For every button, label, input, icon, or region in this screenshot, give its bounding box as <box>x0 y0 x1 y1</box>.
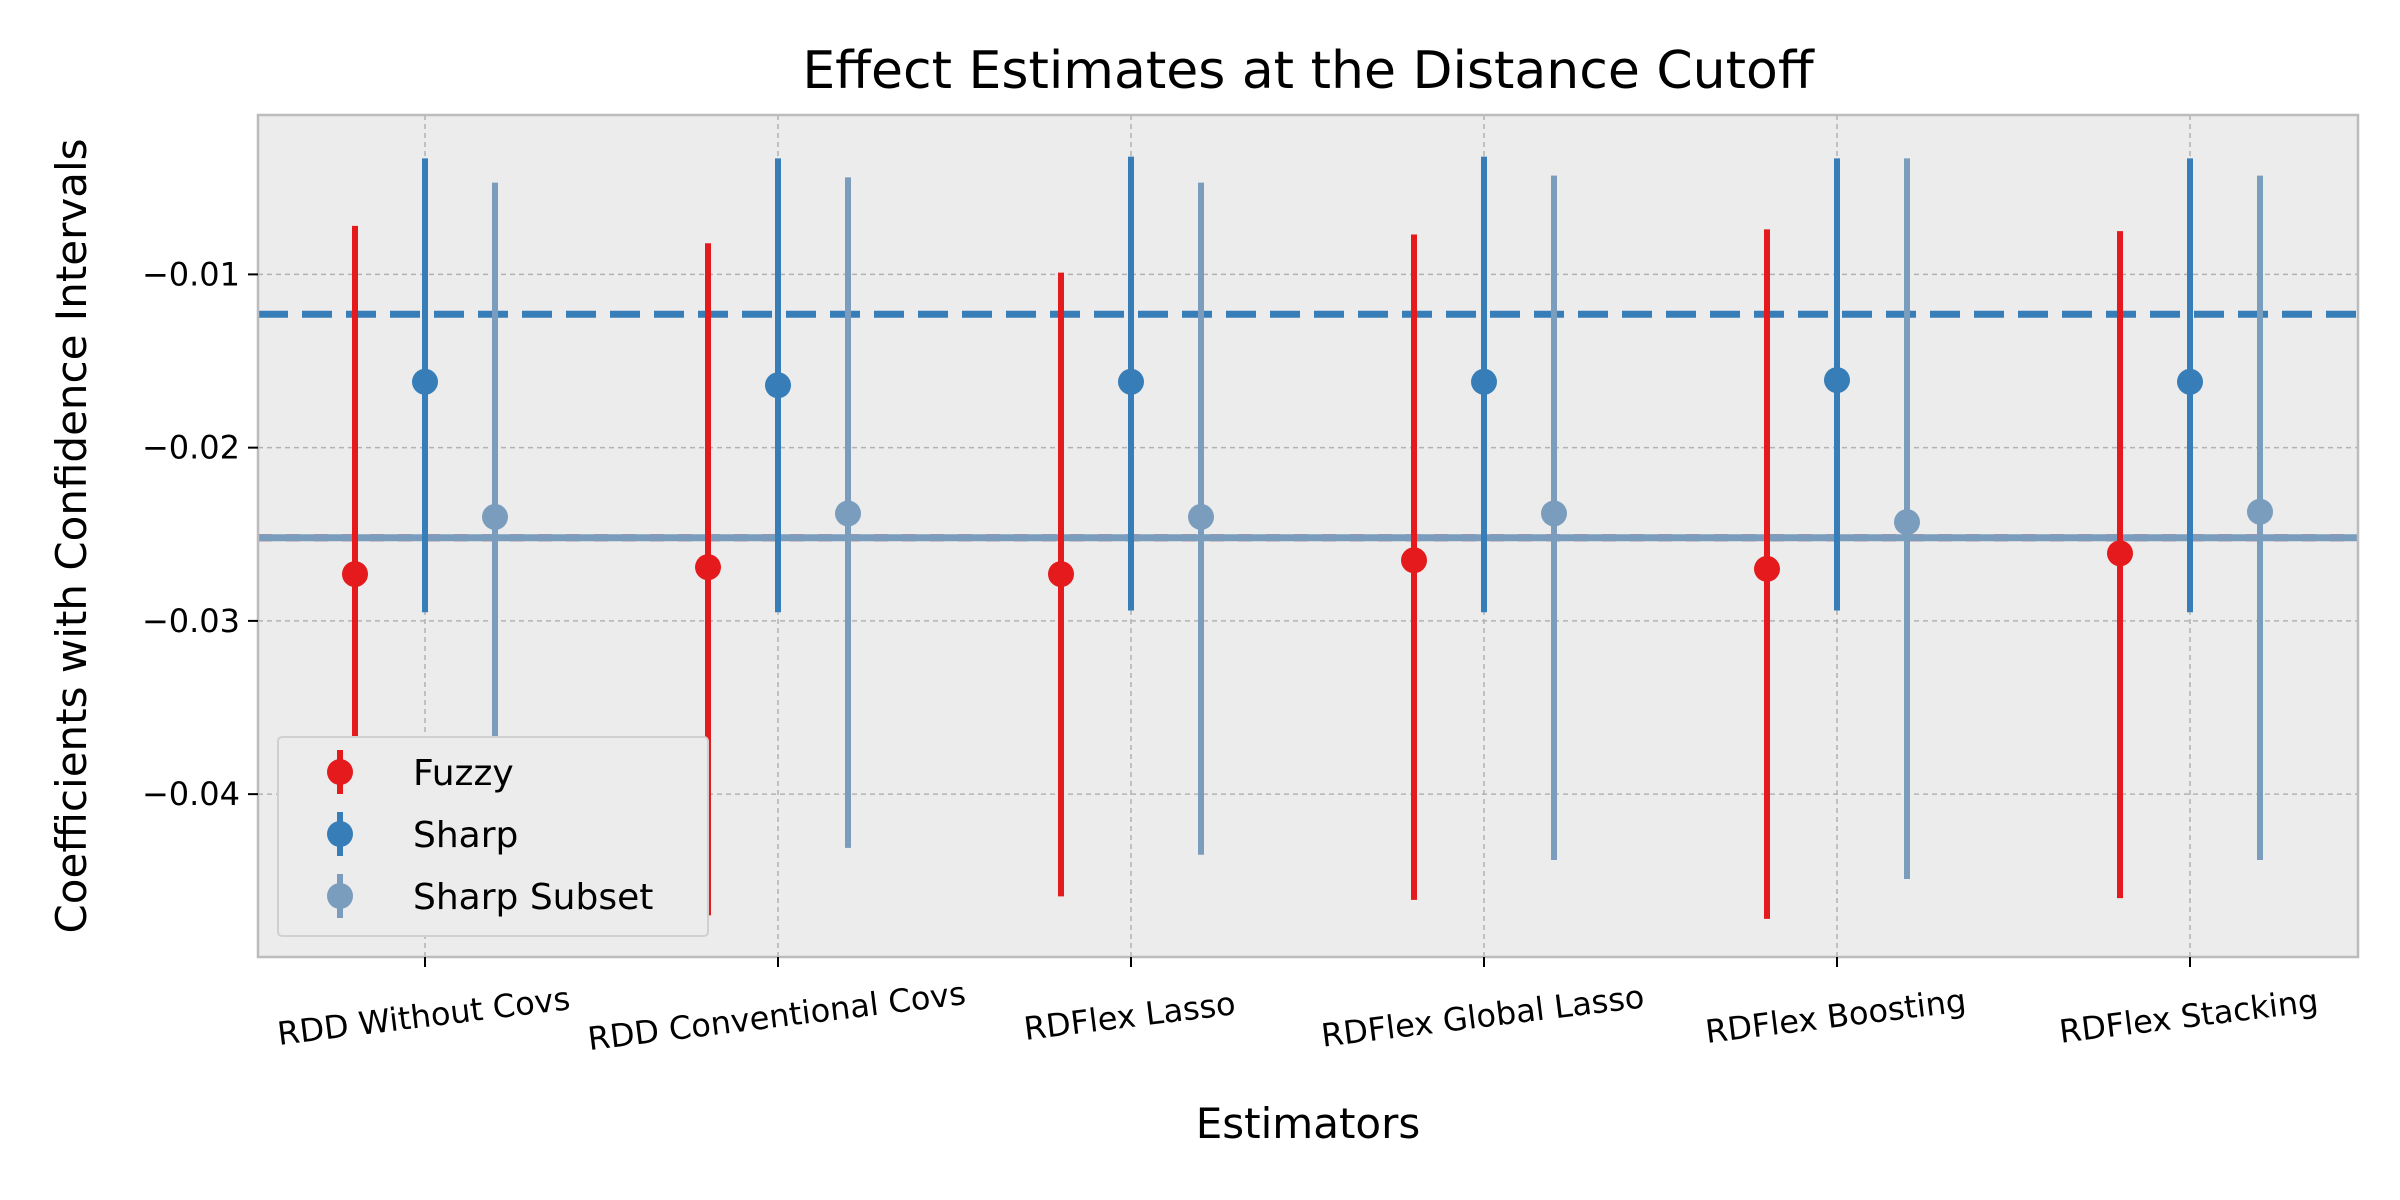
series-sharp <box>412 156 2203 613</box>
legend-label: Fuzzy <box>413 753 514 794</box>
legend-box <box>277 736 709 937</box>
data-point <box>1471 368 1497 395</box>
data-point <box>1894 509 1920 536</box>
data-point <box>1188 503 1214 530</box>
x-tick-label: RDD Without Covs <box>275 979 572 1053</box>
x-axis-label: Estimators <box>1196 1099 1421 1148</box>
y-axis-label: Coefficients with Confidence Intervals <box>47 138 96 933</box>
plot-frame <box>256 113 2360 959</box>
series-sharp-subset <box>482 158 2273 880</box>
series-group <box>342 156 2273 919</box>
x-tick-label: RDFlex Boosting <box>1703 981 1968 1051</box>
grid <box>258 115 2358 957</box>
data-point <box>1048 561 1074 588</box>
y-tick-label: −0.04 <box>142 775 240 813</box>
legend-marker <box>327 821 353 847</box>
data-point <box>2247 498 2273 525</box>
data-point <box>1754 555 1780 582</box>
data-point <box>482 503 508 530</box>
x-tick-label: RDFlex Lasso <box>1022 984 1238 1048</box>
legend-label: Sharp <box>413 815 518 856</box>
data-point <box>765 372 791 399</box>
x-tick-label: RDFlex Stacking <box>2057 981 2320 1050</box>
legend-label: Sharp Subset <box>413 877 653 918</box>
data-point <box>1541 500 1567 527</box>
data-point <box>2107 540 2133 567</box>
data-point <box>412 368 438 395</box>
x-tick-label: RDFlex Global Lasso <box>1319 977 1646 1054</box>
reference-lines <box>258 310 2358 542</box>
data-point <box>1118 368 1144 395</box>
legend-item: Fuzzy <box>327 750 514 794</box>
legend: Fuzzy Sharp Sharp Subset <box>277 736 709 937</box>
data-point <box>835 500 861 527</box>
data-point <box>695 554 721 581</box>
y-tick-label: −0.03 <box>142 602 240 640</box>
data-point <box>342 561 368 588</box>
y-tick-label: −0.02 <box>142 429 240 467</box>
data-point <box>1401 547 1427 574</box>
chart-title: Effect Estimates at the Distance Cutoff <box>802 41 1815 101</box>
legend-item: Sharp <box>327 812 518 856</box>
legend-item: Sharp Subset <box>327 874 653 918</box>
x-tick-label: RDD Conventional Covs <box>586 974 968 1058</box>
y-tick-label: −0.01 <box>142 255 240 293</box>
legend-marker <box>327 759 353 785</box>
data-point <box>2177 368 2203 395</box>
data-point <box>1824 367 1850 394</box>
legend-marker <box>327 883 353 909</box>
